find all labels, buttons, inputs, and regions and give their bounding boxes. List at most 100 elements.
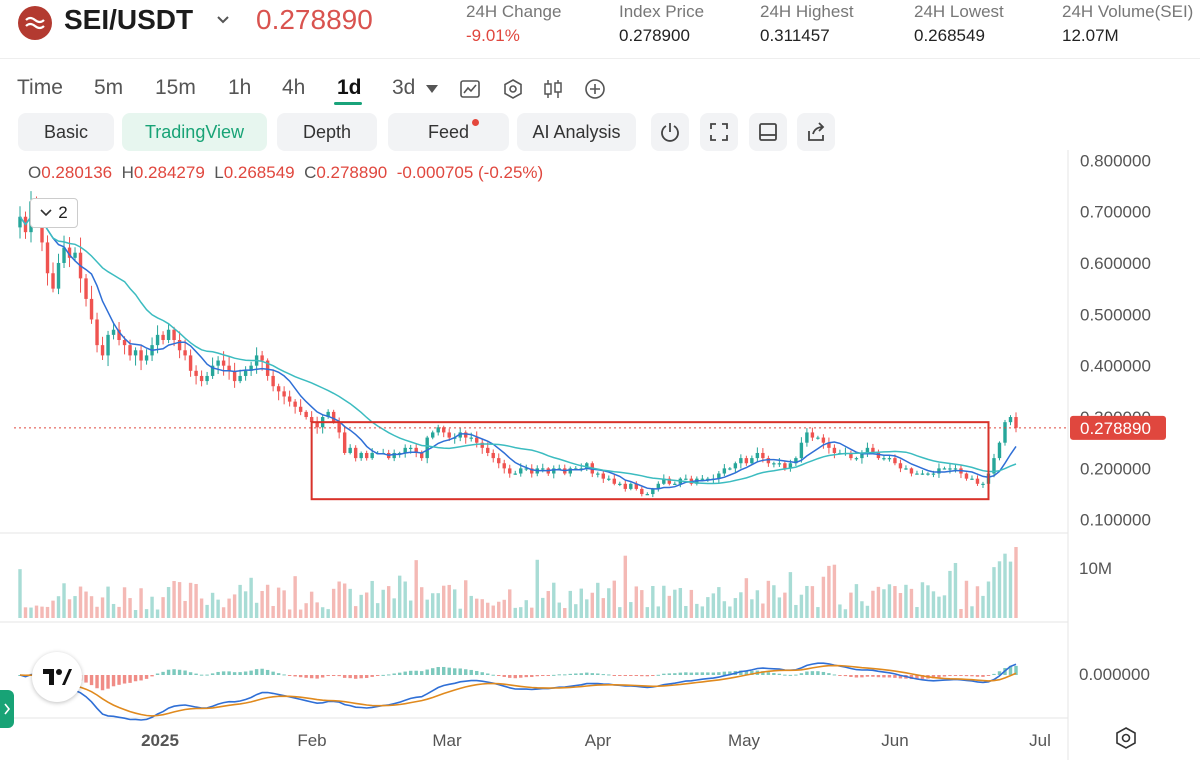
volume-bar xyxy=(546,591,550,618)
macd-hist-bar xyxy=(271,671,275,675)
candle-body xyxy=(651,488,655,495)
volume-bar xyxy=(84,591,88,618)
settings-hex-icon[interactable] xyxy=(502,78,524,100)
candle-body xyxy=(150,345,154,356)
timeframe-time[interactable]: Time xyxy=(17,76,63,99)
timeframe-1h[interactable]: 1h xyxy=(228,76,252,99)
macd-hist-bar xyxy=(458,668,462,675)
fullscreen-icon[interactable] xyxy=(700,113,738,151)
volume-bar xyxy=(315,602,319,618)
pair-selector[interactable]: SEI/USDT xyxy=(64,4,194,35)
ohlc-low-label: L xyxy=(214,163,224,182)
timeframe-3d[interactable]: 3d xyxy=(392,76,416,99)
time-tick-label: Jun xyxy=(881,731,908,750)
candle-body xyxy=(155,334,160,346)
candle-body xyxy=(23,216,28,233)
stat-24h-low: 24H Lowest 0.268549 xyxy=(914,2,1004,50)
volume-bar xyxy=(810,586,815,618)
tab-basic[interactable]: Basic xyxy=(18,113,114,151)
candle-body xyxy=(920,473,925,475)
timeframe-15m[interactable]: 15m xyxy=(155,76,196,99)
divider xyxy=(0,58,1200,59)
tab-tradingview[interactable]: TradingView xyxy=(122,113,267,151)
candle-body xyxy=(342,432,347,453)
candles-icon[interactable] xyxy=(542,78,564,100)
candle-body xyxy=(95,319,99,346)
volume-bar xyxy=(524,600,528,618)
candle-body xyxy=(475,437,479,443)
add-circle-icon[interactable] xyxy=(584,78,606,100)
ohlc-open-label: O xyxy=(28,163,42,182)
timeframe-5m[interactable]: 5m xyxy=(94,76,124,99)
macd-hist-bar xyxy=(695,672,699,675)
volume-bar xyxy=(106,586,110,618)
candle-body xyxy=(431,432,435,438)
volume-bar xyxy=(816,607,820,618)
timeframe-4h[interactable]: 4h xyxy=(282,76,306,99)
indicator-chart-icon[interactable] xyxy=(459,78,481,100)
macd-hist-bar xyxy=(937,675,941,678)
macd-hist-bar xyxy=(739,670,743,675)
side-panel-handle[interactable] xyxy=(0,690,14,728)
macd-hist-bar xyxy=(827,673,831,675)
macd-hist-bar xyxy=(431,668,435,675)
candle-body xyxy=(887,458,892,460)
volume-bar xyxy=(502,599,506,618)
candle-body xyxy=(662,478,666,484)
candle-body xyxy=(144,355,149,361)
time-tick-label: Mar xyxy=(432,731,462,750)
macd-hist-bar xyxy=(788,674,793,676)
candle-body xyxy=(728,468,732,470)
power-icon[interactable] xyxy=(651,113,689,151)
tab-feed-label: Feed xyxy=(427,121,470,142)
chevron-down-icon[interactable] xyxy=(216,12,230,30)
timeframe-1d[interactable]: 1d xyxy=(337,76,362,99)
share-icon[interactable] xyxy=(797,113,835,151)
macd-hist-bar xyxy=(942,675,947,677)
tab-feed[interactable]: Feed xyxy=(388,113,509,151)
layout-icon[interactable] xyxy=(749,113,787,151)
volume-bar xyxy=(876,586,881,618)
macd-hist-bar xyxy=(304,675,308,678)
chart-settings-icon[interactable] xyxy=(1114,726,1138,755)
volume-bar xyxy=(959,608,963,618)
volume-bar xyxy=(794,604,798,618)
macd-hist-bar xyxy=(596,673,600,675)
volume-bar xyxy=(491,605,495,618)
time-tick-label: 2025 xyxy=(141,731,179,750)
candle-body xyxy=(563,468,567,474)
caret-down-icon[interactable] xyxy=(424,82,446,104)
volume-bar xyxy=(981,595,985,618)
tab-ai-analysis[interactable]: AI Analysis xyxy=(517,113,636,151)
ohlc-high-label: H xyxy=(121,163,134,182)
candle-body xyxy=(970,478,974,480)
macd-hist-bar xyxy=(95,675,99,689)
macd-hist-bar xyxy=(865,675,870,677)
candle-body xyxy=(948,468,952,470)
candle-body xyxy=(997,442,1002,459)
tradingview-logo-icon[interactable] xyxy=(32,652,82,702)
volume-bar xyxy=(375,603,380,618)
volume-bar xyxy=(320,607,325,618)
tab-depth[interactable]: Depth xyxy=(277,113,377,151)
macd-hist-bar xyxy=(585,672,589,675)
volume-bar xyxy=(166,587,171,618)
volume-bar xyxy=(18,569,22,618)
legend-collapse-button[interactable]: 2 xyxy=(30,198,78,228)
macd-hist-bar xyxy=(276,673,281,675)
candle-body xyxy=(750,458,754,464)
candle-body xyxy=(287,396,292,402)
macd-hist-bar xyxy=(111,675,116,687)
volume-bar xyxy=(530,607,534,618)
macd-hist-bar xyxy=(100,675,105,691)
candle-body xyxy=(810,432,815,438)
last-price-tag-label: 0.278890 xyxy=(1080,419,1151,438)
volume-bar xyxy=(221,607,226,618)
macd-hist-bar xyxy=(497,675,501,676)
volume-bar xyxy=(199,598,204,618)
candle-body xyxy=(194,370,198,376)
candle-body xyxy=(827,442,831,448)
macd-hist-bar xyxy=(563,674,567,676)
candle-body xyxy=(618,483,622,485)
volume-bar xyxy=(359,594,363,618)
